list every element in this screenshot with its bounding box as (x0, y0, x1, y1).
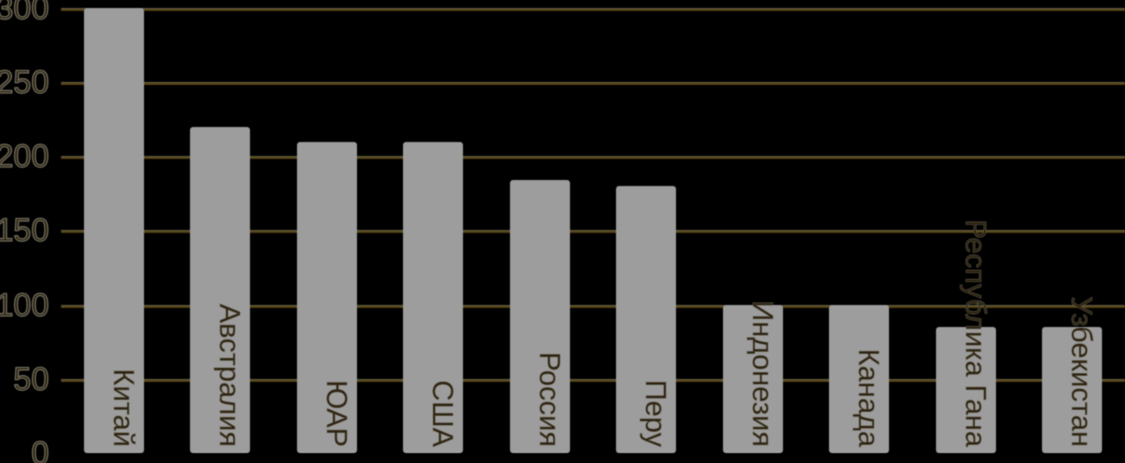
svg-text:Австралия: Австралия (213, 304, 245, 447)
svg-text:Россия: Россия (533, 352, 565, 447)
svg-text:Перу: Перу (639, 380, 671, 448)
svg-text:Китай: Китай (107, 369, 139, 447)
svg-text:США: США (426, 380, 458, 448)
svg-text:Канада: Канада (852, 349, 884, 448)
svg-text:Индонезия: Индонезия (746, 300, 778, 447)
svg-text:Узбекистан: Узбекистан (1065, 296, 1097, 447)
svg-text:ЮАР: ЮАР (320, 380, 352, 447)
svg-text:Республика Гана: Республика Гана (959, 219, 991, 447)
